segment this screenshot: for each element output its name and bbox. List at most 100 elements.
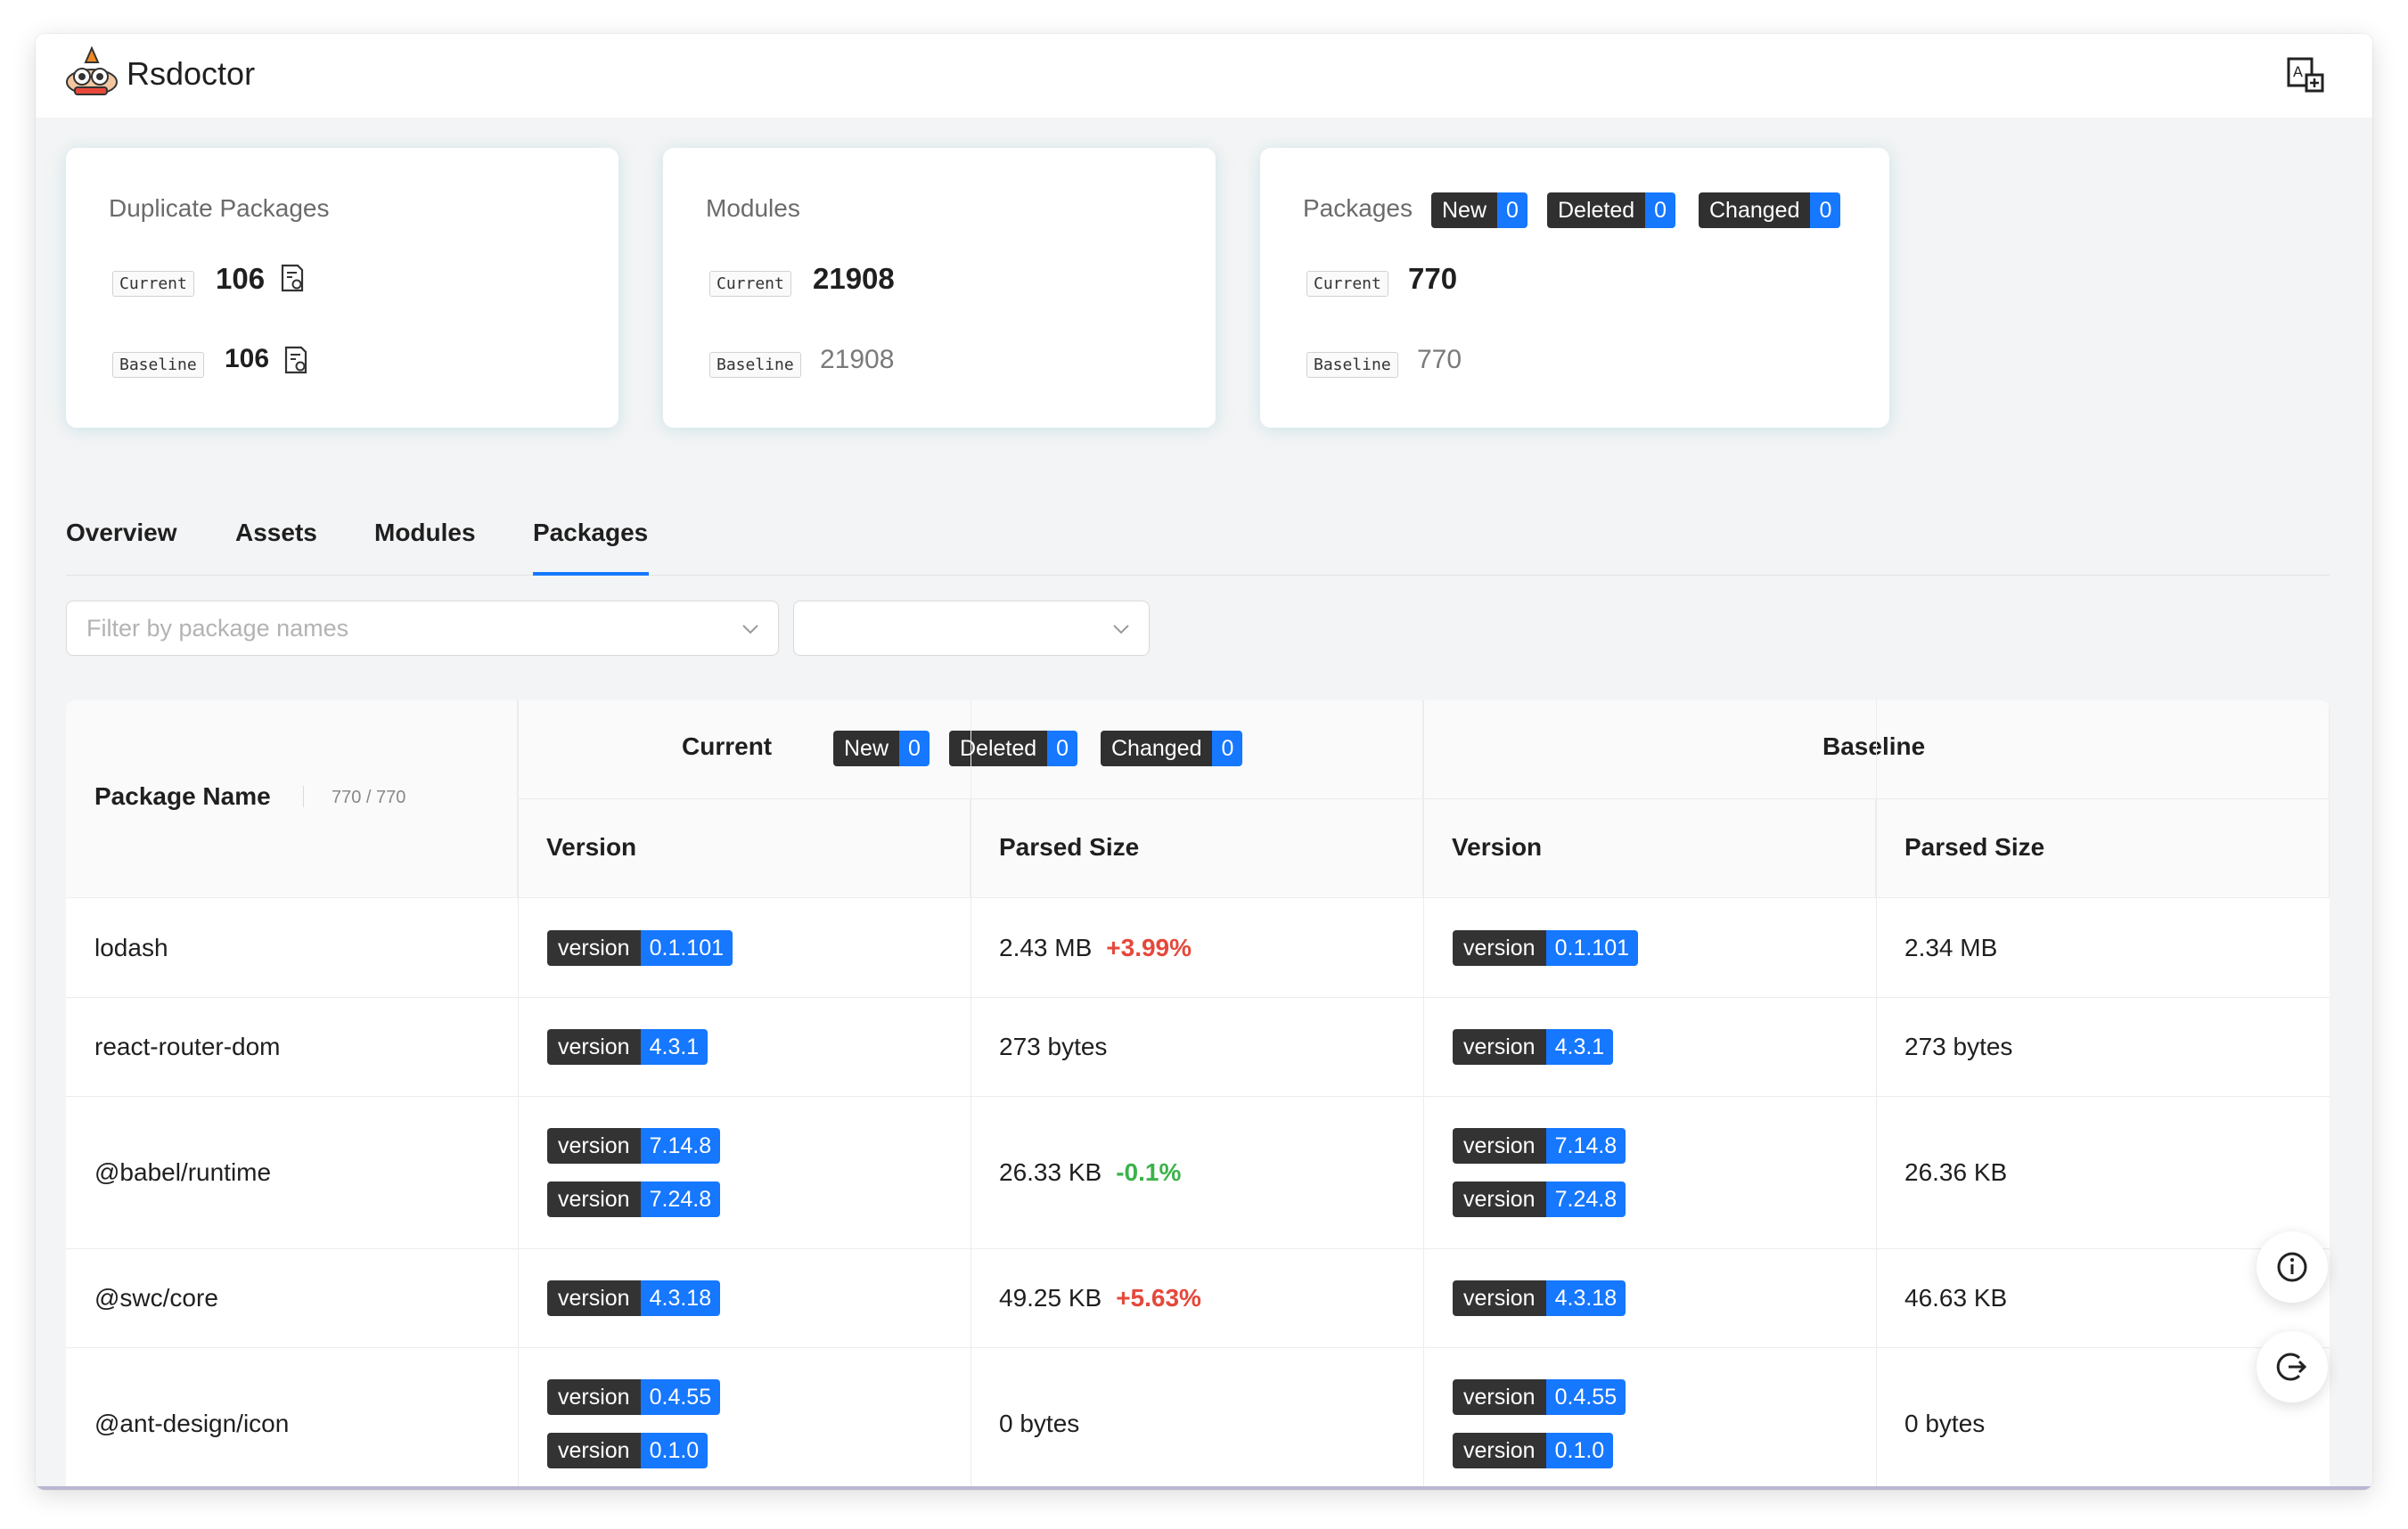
baseline-tag: Baseline — [112, 352, 204, 378]
current-size: 2.43 MB +3.99% — [999, 934, 1192, 961]
compare-tabs: Overview Assets Modules Packages — [66, 497, 2330, 576]
deleted-badge: Deleted 0 — [1547, 192, 1676, 228]
file-detail-icon[interactable] — [280, 264, 305, 292]
new-badge: New 0 — [1431, 192, 1528, 228]
chevron-down-icon — [1113, 625, 1129, 634]
baseline-size-header-cell: Parsed Size — [1876, 799, 2330, 898]
current-version-header-cell: Version — [518, 799, 971, 898]
package-name-filter[interactable]: Filter by package names — [66, 601, 779, 656]
package-name: @swc/core — [94, 1284, 218, 1312]
row-divider — [66, 1248, 2330, 1249]
current-module-count: 21908 — [813, 262, 895, 295]
packages-compare-table: Package Name 770 / 770 Current New 0 Del… — [66, 700, 2330, 1490]
version-tag: version 4.3.1 — [547, 1029, 708, 1065]
info-icon — [2277, 1252, 2307, 1282]
version-tag: version 0.1.0 — [1453, 1433, 1614, 1468]
tab-packages[interactable]: Packages — [533, 519, 649, 546]
version-tag: version 4.3.18 — [1453, 1280, 1626, 1316]
active-tab-indicator — [533, 572, 649, 576]
card-title: Duplicate Packages — [109, 194, 330, 222]
current-tag: Current — [709, 271, 791, 297]
current-tag: Current — [1306, 271, 1388, 297]
version-tag: version 0.4.55 — [547, 1379, 721, 1415]
tab-modules[interactable]: Modules — [374, 519, 476, 546]
baseline-tag: Baseline — [1306, 352, 1398, 378]
card-title: Packages — [1303, 194, 1413, 222]
version-header: Version — [1452, 833, 1543, 861]
current-size: 273 bytes — [999, 1033, 1108, 1060]
column-divider — [518, 700, 519, 1490]
rsdoctor-logo-icon — [66, 45, 118, 95]
baseline-module-count: 21908 — [820, 345, 895, 374]
tab-overview[interactable]: Overview — [66, 519, 177, 546]
current-duplicate-count: 106 — [216, 262, 266, 295]
package-count: 770 / 770 — [332, 788, 406, 807]
column-divider — [1876, 700, 1877, 1490]
card-title: Modules — [706, 194, 800, 222]
version-tag: version 0.1.101 — [1453, 930, 1639, 966]
package-name-header-cell: Package Name 770 / 770 — [66, 700, 518, 898]
baseline-package-count: 770 — [1417, 345, 1462, 374]
baseline-version-header-cell: Version — [1423, 799, 1876, 898]
baseline-size: 26.36 KB — [1904, 1158, 2008, 1186]
size-change: +3.99% — [1106, 934, 1192, 961]
version-header: Version — [546, 833, 637, 861]
current-size: 49.25 KB +5.63% — [999, 1284, 1201, 1312]
version-tag: version 7.14.8 — [1453, 1128, 1626, 1164]
baseline-size: 2.34 MB — [1904, 934, 1998, 961]
modules-card: Modules Current 21908 Baseline 21908 — [663, 148, 1216, 428]
package-name: @babel/runtime — [94, 1158, 272, 1186]
back-to-top-button[interactable] — [2256, 1331, 2328, 1402]
baseline-size: 46.63 KB — [1904, 1284, 2008, 1312]
package-name: lodash — [94, 934, 168, 961]
version-tag: version 4.3.18 — [547, 1280, 721, 1316]
version-tag: version 7.24.8 — [547, 1182, 721, 1217]
version-tag: version 0.4.55 — [1453, 1379, 1626, 1415]
size-change: -0.1% — [1116, 1158, 1182, 1186]
current-header: Current — [682, 732, 773, 760]
changed-badge: Changed 0 — [1101, 731, 1243, 766]
changed-badge: Changed 0 — [1699, 192, 1841, 228]
package-filter-placeholder: Filter by package names — [86, 615, 349, 642]
chevron-down-icon — [742, 625, 758, 634]
version-tag: version 7.14.8 — [547, 1128, 721, 1164]
deleted-badge: Deleted 0 — [949, 731, 1078, 766]
baseline-header: Baseline — [1822, 732, 1926, 760]
package-name-header: Package Name — [94, 782, 271, 810]
current-size-header-cell: Parsed Size — [971, 799, 1423, 898]
new-badge: New 0 — [833, 731, 930, 766]
column-divider — [1423, 700, 1424, 1490]
row-divider — [66, 1096, 2330, 1097]
parsed-size-header: Parsed Size — [1904, 833, 2045, 861]
duplicate-packages-card: Duplicate Packages Current 106 Baseline … — [66, 148, 618, 428]
top-header: Rsdoctor A — [36, 34, 2372, 118]
baseline-duplicate-count: 106 — [225, 344, 270, 373]
version-tag: version 0.1.0 — [547, 1433, 708, 1468]
header-divider — [303, 786, 304, 807]
translate-icon[interactable]: A — [2285, 55, 2326, 96]
version-tag: version 7.24.8 — [1453, 1182, 1626, 1217]
window-bottom-border — [36, 1486, 2372, 1490]
baseline-tag: Baseline — [709, 352, 801, 378]
version-tag: version 0.1.101 — [547, 930, 733, 966]
size-change: +5.63% — [1116, 1284, 1201, 1312]
row-divider — [66, 1347, 2330, 1348]
baseline-size: 273 bytes — [1904, 1033, 2013, 1060]
current-tag: Current — [112, 271, 194, 297]
package-name: react-router-dom — [94, 1033, 281, 1060]
parsed-size-header: Parsed Size — [999, 833, 1140, 861]
baseline-size: 0 bytes — [1904, 1410, 1986, 1437]
package-name: @ant-design/icon — [94, 1410, 290, 1437]
row-divider — [66, 997, 2330, 998]
info-button[interactable] — [2256, 1231, 2328, 1303]
tab-assets[interactable]: Assets — [235, 519, 317, 546]
logout-icon — [2276, 1353, 2307, 1381]
secondary-filter-select[interactable] — [793, 601, 1150, 656]
version-tag: version 4.3.1 — [1453, 1029, 1614, 1065]
app-window: Rsdoctor A Duplicate Packages Current 10… — [36, 34, 2372, 1490]
file-detail-icon[interactable] — [283, 346, 308, 374]
packages-card: Packages New 0 Deleted 0 Changed 0 Curre… — [1260, 148, 1889, 428]
app-title: Rsdoctor — [127, 55, 256, 92]
current-package-count: 770 — [1408, 262, 1458, 295]
current-size: 0 bytes — [999, 1410, 1080, 1437]
